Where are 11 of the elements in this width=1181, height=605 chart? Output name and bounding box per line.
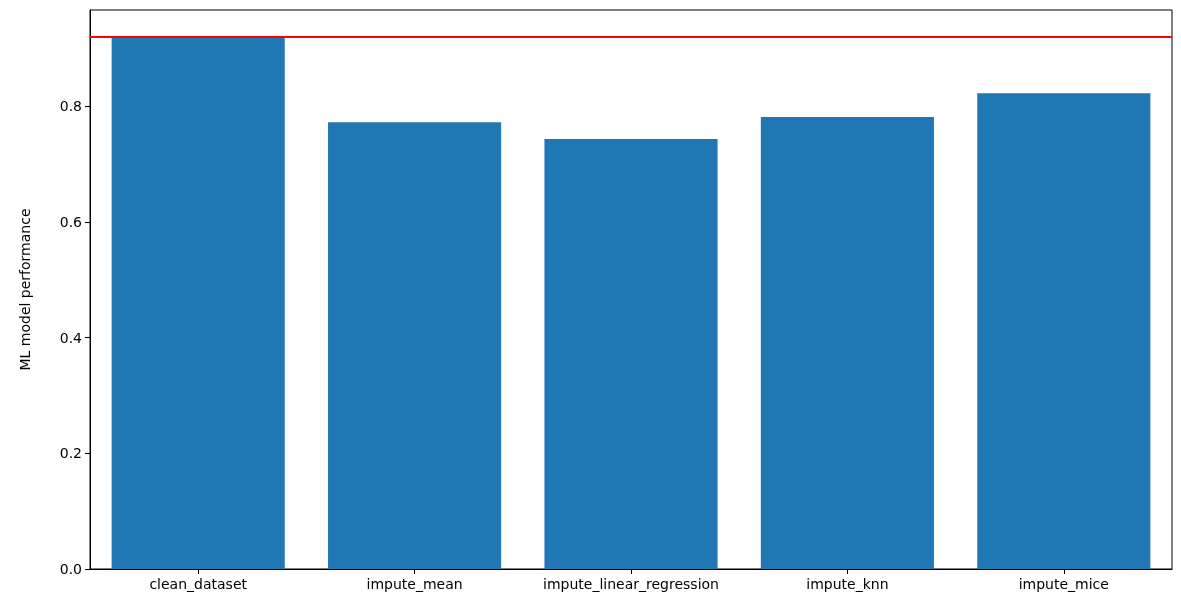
- y-tick-label: 0.6: [59, 213, 83, 230]
- y-tick-label: 0.8: [59, 98, 82, 115]
- x-tick-label: clean_dataset: [149, 576, 248, 592]
- y-tick-label: 0.2: [59, 445, 82, 462]
- y-axis-title: ML model performance: [17, 208, 33, 371]
- y-tick-label: 0.0: [59, 561, 82, 577]
- x-tick-label: impute_mean: [366, 576, 463, 592]
- x-tick-label: impute_knn: [806, 576, 889, 592]
- y-tick-label: 0.4: [59, 329, 83, 346]
- x-tick-label: impute_mice: [1018, 576, 1109, 592]
- x-tick-label: impute_linear_regression: [543, 576, 719, 592]
